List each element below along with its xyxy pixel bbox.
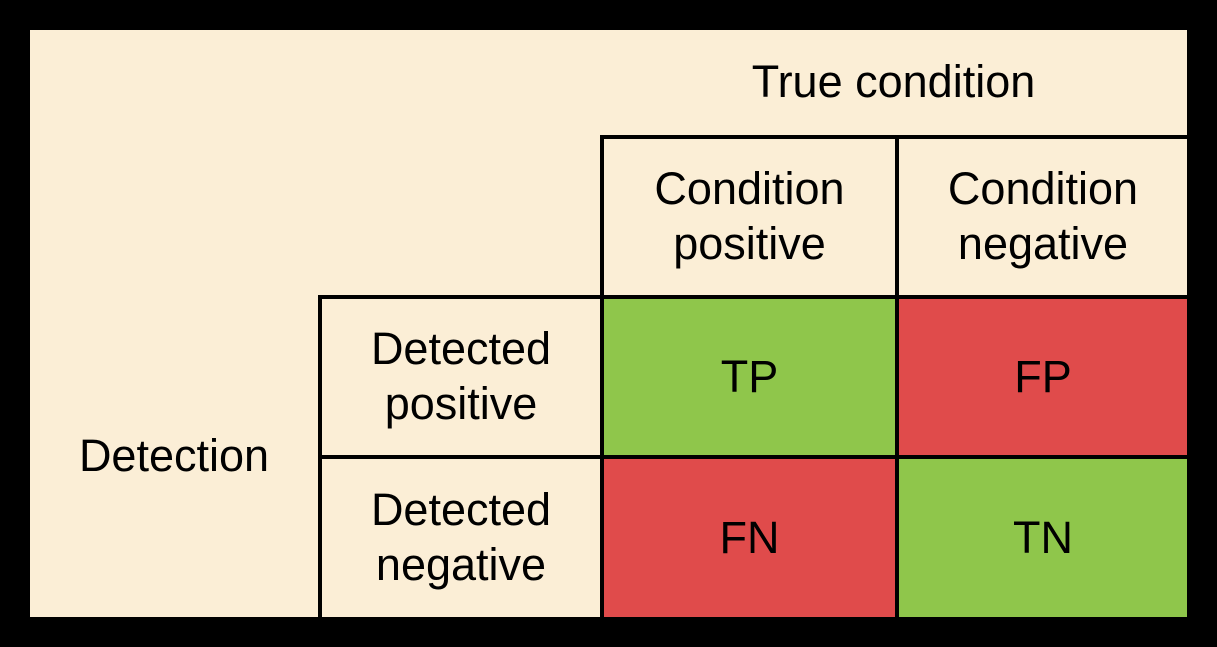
- true-positive-label: TP: [720, 350, 779, 402]
- condition-negative-label: Condition negative: [947, 163, 1139, 269]
- confusion-matrix: True condition Condition positive Condit…: [30, 30, 1187, 617]
- detection-header: Detection: [30, 295, 318, 617]
- cell-true-negative: TN: [895, 455, 1187, 617]
- column-header-condition-negative: Condition negative: [895, 135, 1187, 295]
- false-positive-label: FP: [1014, 350, 1072, 402]
- row-header-detected-negative: Detected negative: [318, 455, 600, 617]
- detected-positive-label: Detected positive: [370, 323, 552, 429]
- column-header-condition-positive: Condition positive: [600, 135, 895, 295]
- true-condition-label: True condition: [751, 56, 1036, 108]
- detected-negative-label: Detected negative: [370, 484, 552, 590]
- cell-false-positive: FP: [895, 295, 1187, 455]
- true-negative-label: TN: [1013, 511, 1073, 563]
- detection-label: Detection: [78, 429, 270, 481]
- row-header-detected-positive: Detected positive: [318, 295, 600, 455]
- false-negative-label: FN: [719, 511, 780, 563]
- cell-false-negative: FN: [600, 455, 895, 617]
- condition-positive-label: Condition positive: [654, 163, 845, 269]
- cell-true-positive: TP: [600, 295, 895, 455]
- true-condition-header: True condition: [600, 30, 1187, 135]
